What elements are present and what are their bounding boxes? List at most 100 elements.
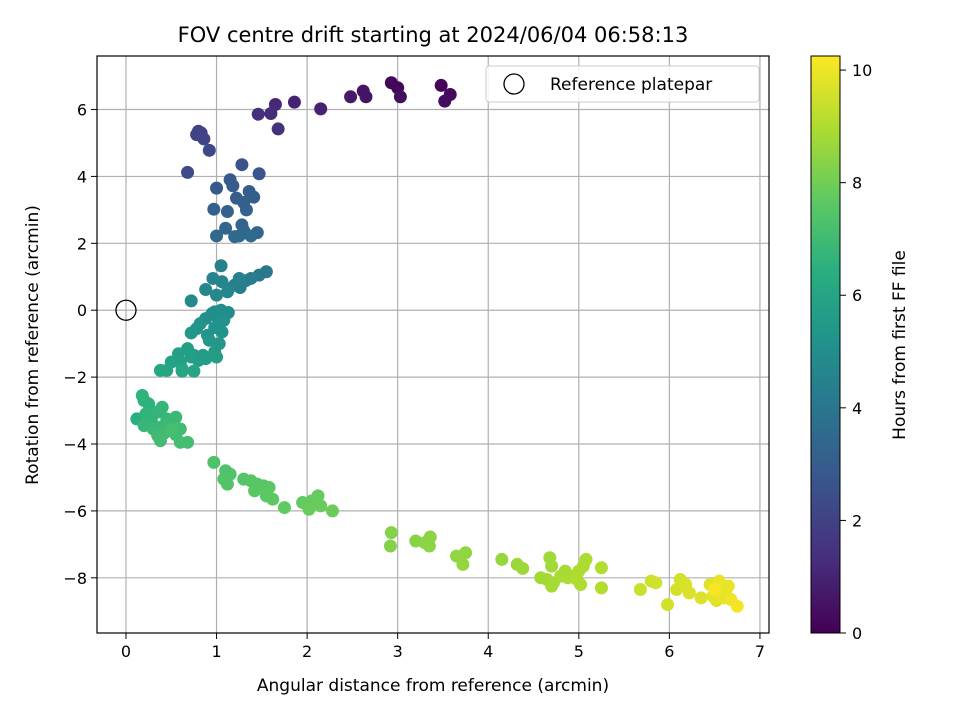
y-tick-label: −4 [63, 435, 87, 454]
data-point [215, 275, 229, 289]
y-tick-label: −8 [63, 569, 87, 588]
data-point [383, 539, 397, 553]
data-point [164, 424, 178, 438]
data-point [220, 205, 234, 219]
grid-lines [97, 56, 769, 633]
data-point [579, 552, 593, 566]
x-axis-ticks: 0 1 2 3 4 5 6 7 [121, 633, 765, 661]
legend: Reference platepar [485, 65, 760, 103]
data-point [248, 484, 262, 498]
data-point [210, 288, 224, 302]
data-point [287, 95, 301, 109]
data-point [210, 229, 224, 243]
data-point [633, 583, 647, 597]
x-tick-label: 3 [393, 642, 403, 661]
x-tick-label: 0 [121, 642, 131, 661]
colorbar-tick-label: 8 [852, 174, 862, 193]
data-point [219, 221, 233, 235]
y-tick-label: 4 [77, 167, 87, 186]
data-point [302, 502, 316, 516]
data-point [226, 179, 240, 193]
data-point [251, 107, 265, 121]
data-point [314, 102, 328, 116]
data-point [215, 325, 229, 339]
data-point [181, 165, 195, 179]
colorbar-tick-label: 6 [852, 286, 862, 305]
x-axis-label: Angular distance from reference (arcmin) [257, 676, 609, 696]
data-point [264, 107, 278, 121]
data-point [197, 132, 211, 146]
data-point [438, 94, 452, 108]
data-point [359, 90, 373, 104]
colorbar-tick-label: 0 [852, 624, 862, 643]
data-point [344, 90, 358, 104]
chart-title: FOV centre drift starting at 2024/06/04 … [178, 23, 689, 47]
data-point [202, 143, 216, 157]
y-tick-label: 6 [77, 101, 87, 120]
data-point [393, 90, 407, 104]
data-point [135, 389, 149, 403]
data-point [545, 559, 559, 573]
data-point [184, 350, 198, 364]
data-point [422, 539, 436, 553]
x-tick-label: 1 [211, 642, 221, 661]
data-point [153, 434, 167, 448]
data-point [199, 352, 213, 366]
data-point [277, 501, 291, 515]
data-point [574, 577, 588, 591]
data-point [181, 435, 195, 449]
data-point [456, 557, 470, 571]
data-point [694, 591, 708, 605]
data-point [239, 203, 253, 217]
data-point [169, 410, 183, 424]
colorbar-ticks: 0 2 4 6 8 10 [840, 61, 872, 643]
colorbar-tick-label: 2 [852, 511, 862, 530]
data-point [314, 499, 328, 513]
colorbar-gradient [810, 55, 841, 634]
data-point [155, 400, 169, 414]
data-point [232, 271, 246, 285]
data-point [235, 158, 249, 172]
data-point [682, 586, 696, 600]
data-point [252, 167, 266, 181]
data-point [217, 313, 231, 327]
y-axis-label: Rotation from reference (arcmin) [23, 205, 43, 485]
x-tick-label: 2 [302, 642, 312, 661]
y-axis-ticks: −8 −6 −4 −2 0 2 4 6 [63, 101, 97, 588]
data-point [545, 579, 559, 593]
y-tick-label: 2 [77, 234, 87, 253]
data-point [495, 552, 509, 566]
plot-frame [96, 55, 770, 634]
data-point [311, 489, 325, 503]
y-tick-label: 0 [77, 301, 87, 320]
data-point [244, 229, 258, 243]
data-point [516, 561, 530, 575]
reference-marker-layer [115, 299, 137, 321]
reference-platepar-marker [115, 299, 137, 321]
colorbar-label: Hours from first FF file [890, 250, 910, 440]
data-point [202, 333, 216, 347]
x-tick-label: 6 [664, 642, 674, 661]
x-tick-label: 4 [483, 642, 493, 661]
data-point [661, 598, 675, 612]
data-point [459, 546, 473, 560]
data-point [220, 285, 234, 299]
data-point [708, 583, 722, 597]
data-point [594, 561, 608, 575]
data-point [247, 190, 261, 204]
data-point [220, 477, 234, 491]
legend-box [485, 65, 760, 103]
data-point [153, 363, 167, 377]
data-point [187, 364, 201, 378]
data-point [730, 599, 744, 613]
data-point [210, 181, 224, 195]
data-point [325, 504, 339, 518]
legend-reference-marker [503, 73, 525, 95]
data-point [199, 282, 213, 296]
data-point [434, 78, 448, 92]
colorbar-tick-label: 10 [852, 61, 872, 80]
data-point [184, 326, 198, 340]
colorbar: 0 2 4 6 8 10 Hours from first FF file [810, 55, 910, 643]
x-tick-label: 7 [755, 642, 765, 661]
